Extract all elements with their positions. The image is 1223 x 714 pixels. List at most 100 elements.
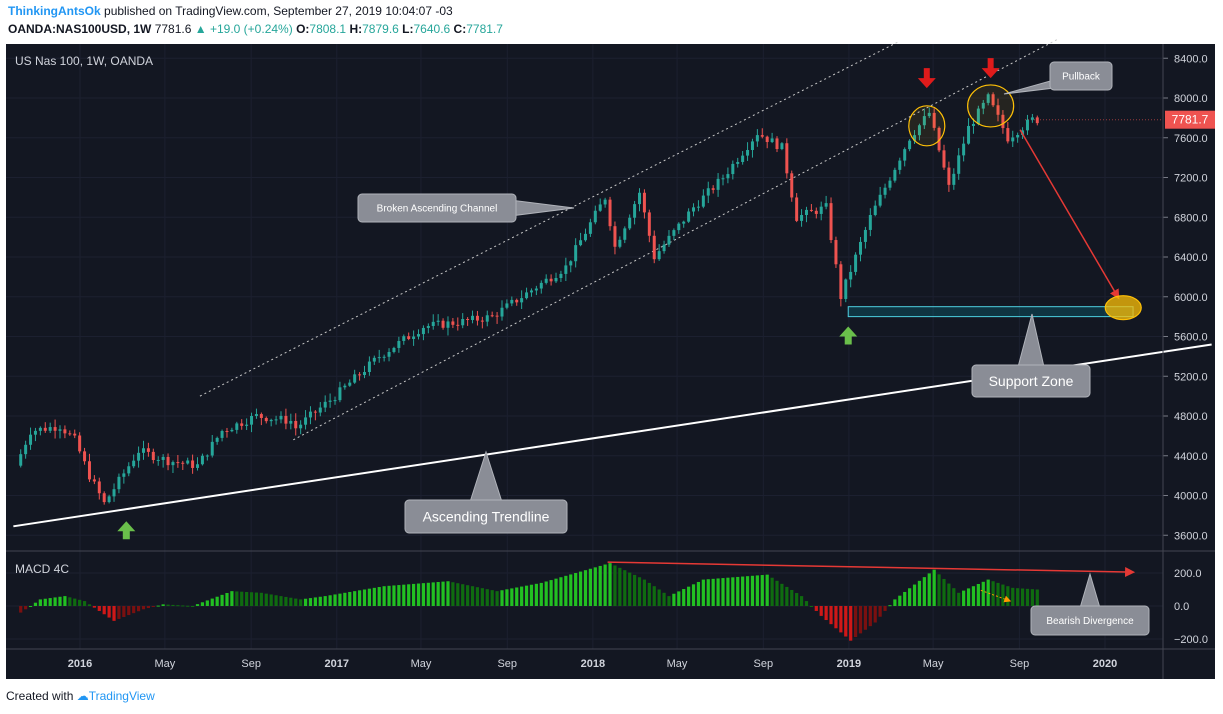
candle-body	[127, 466, 131, 474]
macd-bar	[569, 574, 573, 606]
macd-bar	[426, 582, 430, 606]
macd-bar	[1011, 587, 1015, 606]
candle-body	[903, 149, 907, 161]
candle-body	[87, 461, 91, 480]
candle-body	[647, 212, 651, 236]
candle-body	[628, 217, 632, 229]
macd-bar	[829, 606, 833, 625]
macd-bar	[986, 579, 990, 606]
price-change: +19.0 (+0.24%)	[209, 22, 293, 36]
macd-bar	[495, 591, 499, 606]
macd-bar	[1030, 589, 1034, 606]
chart-title: US Nas 100, 1W, OANDA	[15, 54, 153, 68]
macd-bar	[102, 606, 106, 615]
macd-bar	[564, 575, 568, 606]
candle-body	[33, 430, 37, 435]
macd-bar	[795, 593, 799, 606]
callout-label: Bearish Divergence	[1046, 616, 1134, 627]
candle-body	[362, 372, 366, 376]
macd-bar	[191, 606, 195, 607]
macd-bar	[524, 585, 529, 606]
price-tick-label: 8000.0	[1174, 93, 1208, 105]
candle-body	[908, 140, 912, 150]
macd-bar	[402, 584, 406, 606]
candle-body	[549, 278, 553, 282]
candle-body	[888, 180, 892, 188]
candle-body	[48, 427, 52, 431]
candle-body	[141, 448, 145, 453]
macd-bar	[269, 594, 273, 606]
price-tick-label: 6800.0	[1174, 212, 1208, 224]
macd-bar	[1035, 589, 1039, 606]
candle-body	[868, 215, 872, 230]
tradingview-logo-icon[interactable]: ☁	[76, 689, 89, 703]
macd-bar	[736, 576, 740, 606]
macd-bar	[73, 598, 77, 606]
macd-bar	[593, 567, 597, 606]
macd-bar	[765, 574, 769, 606]
macd-bar	[240, 591, 244, 606]
macd-small-arrow	[980, 589, 1012, 603]
macd-bar	[215, 596, 219, 606]
candle-body	[446, 321, 450, 328]
macd-bar	[917, 580, 922, 606]
macd-bar	[996, 582, 1000, 606]
candle-body	[534, 288, 538, 291]
current-price-label: 7781.7	[1172, 113, 1209, 127]
candle-body	[225, 431, 229, 433]
macd-bar	[392, 585, 396, 606]
macd-bar	[289, 597, 293, 606]
candle-body	[387, 351, 391, 357]
callout-box	[357, 193, 517, 223]
macd-bar	[745, 576, 750, 606]
macd-bar	[377, 587, 381, 606]
macd-tick-label: −200.0	[1174, 634, 1208, 646]
macd-bar	[603, 564, 607, 606]
macd-histogram	[19, 563, 1039, 641]
tradingview-brand[interactable]: TradingView	[88, 689, 155, 703]
candle-body	[412, 336, 416, 339]
macd-bar	[814, 606, 818, 611]
candle-body	[431, 321, 435, 327]
publish-header: ThinkingAntsOk published on TradingView.…	[8, 4, 453, 18]
candle-body	[804, 209, 808, 216]
candle-body	[515, 299, 519, 303]
candle-body	[284, 415, 288, 424]
candle-body	[230, 429, 234, 432]
created-with: Created with	[6, 689, 74, 703]
candle-body	[755, 135, 759, 142]
price-tick-label: 6400.0	[1174, 252, 1208, 264]
candles	[19, 92, 1039, 505]
macd-bar	[539, 582, 543, 606]
macd-bar	[63, 596, 67, 606]
candle-body	[402, 336, 406, 341]
callout-box	[971, 364, 1091, 398]
macd-bar	[156, 605, 160, 607]
candle-body	[569, 261, 573, 266]
candle-body	[854, 254, 858, 272]
candle-body	[986, 94, 990, 103]
macd-bar	[323, 596, 327, 606]
current-price-badge: 7781.7	[1165, 110, 1215, 129]
price-tick-label: 8400.0	[1174, 53, 1208, 65]
candle-body	[996, 105, 1000, 115]
candle-body	[913, 135, 917, 141]
macd-bar	[824, 606, 828, 621]
candle-body	[480, 320, 484, 322]
author-link[interactable]: ThinkingAntsOk	[8, 4, 101, 18]
candle-body	[313, 411, 317, 413]
candle-body	[780, 143, 784, 150]
candle-body	[741, 155, 745, 162]
candle-body	[574, 245, 578, 262]
candle-body	[171, 462, 175, 466]
macd-bar	[908, 588, 912, 606]
candle-body	[269, 419, 273, 422]
macd-bar	[475, 587, 480, 606]
macd-bar	[490, 590, 494, 606]
candle-body	[760, 135, 764, 137]
macd-bar	[750, 575, 755, 606]
ascending-trendline-callout: Ascending Trendline	[404, 450, 568, 534]
candle-body	[696, 206, 700, 208]
candle-body	[1025, 119, 1029, 131]
